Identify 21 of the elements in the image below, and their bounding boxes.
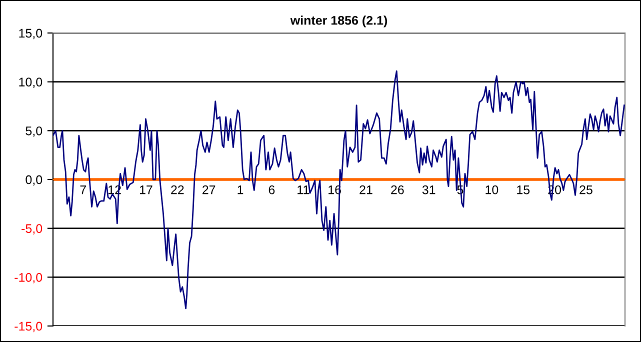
x-tick-label: 17 (140, 186, 152, 194)
x-tick-label: 7 (80, 186, 86, 194)
x-tick-label: 27 (202, 185, 216, 194)
x-tick-label: 15 (517, 186, 530, 194)
y-tick-label: -10,0 (14, 272, 42, 284)
y-tick-label: -15,0 (14, 322, 42, 332)
x-tick-label: 26 (391, 185, 404, 194)
x-tick-label: 11 (298, 186, 309, 194)
x-tick-label: 22 (171, 185, 184, 194)
y-tick-label: 10,0 (19, 78, 42, 88)
x-tick-label: 25 (580, 185, 592, 194)
x-tick-label: 21 (360, 185, 372, 194)
y-tick-label: -5,0 (22, 224, 42, 234)
chart-title: winter 1856 (2.1) (290, 16, 388, 28)
y-tick-label: 0,0 (26, 175, 42, 186)
x-tick-label: 10 (486, 185, 498, 194)
x-tick-label: 31 (422, 185, 436, 194)
y-tick-label: 5,0 (26, 126, 42, 137)
y-tick-label: 15,0 (19, 28, 42, 40)
x-tick-label: 1 (238, 186, 244, 194)
x-tick-label: 6 (268, 185, 275, 194)
